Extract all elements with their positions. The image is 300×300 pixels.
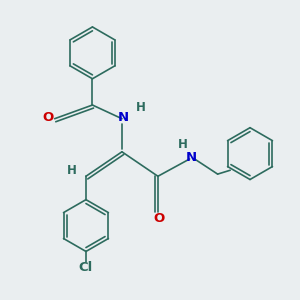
Text: H: H xyxy=(68,164,77,177)
Text: Cl: Cl xyxy=(79,261,93,274)
Text: H: H xyxy=(136,101,146,114)
Text: N: N xyxy=(185,151,197,164)
Text: H: H xyxy=(178,138,188,151)
Text: N: N xyxy=(118,111,129,124)
Text: O: O xyxy=(153,212,165,225)
Text: O: O xyxy=(43,112,54,124)
